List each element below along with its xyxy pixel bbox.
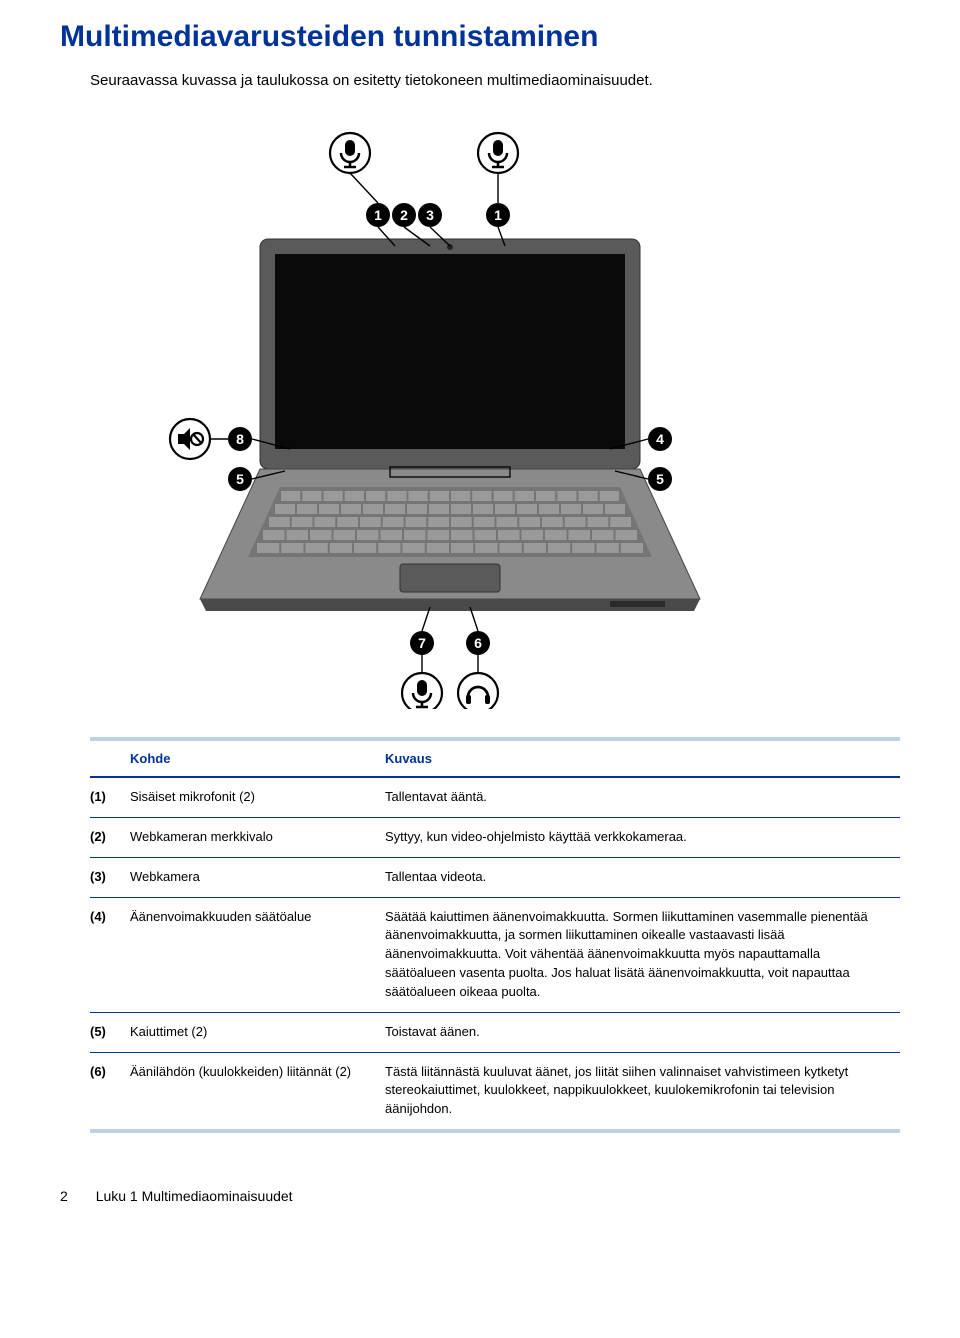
row-desc: Tallentaa videota. — [385, 857, 900, 897]
row-desc: Säätää kaiuttimen äänenvoimakkuutta. Sor… — [385, 897, 900, 1012]
svg-text:5: 5 — [236, 471, 244, 487]
intro-text: Seuraavassa kuvassa ja taulukossa on esi… — [90, 72, 900, 89]
table-row: (6)Äänilähdön (kuulokkeiden) liitännät (… — [90, 1052, 900, 1131]
row-name: Webkamera — [130, 857, 385, 897]
row-desc: Tästä liitännästä kuuluvat äänet, jos li… — [385, 1052, 900, 1131]
row-name: Äänilähdön (kuulokkeiden) liitännät (2) — [130, 1052, 385, 1131]
page-footer: 2 Luku 1 Multimediaominaisuudet — [60, 1188, 900, 1204]
svg-text:1: 1 — [494, 207, 502, 223]
page-number: 2 — [60, 1188, 68, 1204]
row-desc: Syttyy, kun video-ohjelmisto käyttää ver… — [385, 817, 900, 857]
svg-text:8: 8 — [236, 431, 244, 447]
row-num: (3) — [90, 857, 130, 897]
row-desc: Toistavat äänen. — [385, 1012, 900, 1052]
row-name: Äänenvoimakkuuden säätöalue — [130, 897, 385, 1012]
table-row: (2)Webkameran merkkivaloSyttyy, kun vide… — [90, 817, 900, 857]
table-row: (1)Sisäiset mikrofonit (2)Tallentavat ää… — [90, 777, 900, 817]
col-blank — [90, 739, 130, 777]
table-row: (4)Äänenvoimakkuuden säätöalueSäätää kai… — [90, 897, 900, 1012]
col-kuvaus: Kuvaus — [385, 739, 900, 777]
svg-text:3: 3 — [426, 207, 434, 223]
row-desc: Tallentavat ääntä. — [385, 777, 900, 817]
laptop-diagram: 1 2 3 1 8 5 4 5 7 6 — [90, 109, 900, 709]
row-name: Webkameran merkkivalo — [130, 817, 385, 857]
row-num: (6) — [90, 1052, 130, 1131]
table-header-row: Kohde Kuvaus — [90, 739, 900, 777]
table-row: (3)WebkameraTallentaa videota. — [90, 857, 900, 897]
chapter-label: Luku 1 Multimediaominaisuudet — [96, 1188, 293, 1204]
svg-text:6: 6 — [474, 635, 482, 651]
row-num: (5) — [90, 1012, 130, 1052]
svg-text:4: 4 — [656, 431, 664, 447]
svg-text:2: 2 — [400, 207, 408, 223]
row-num: (4) — [90, 897, 130, 1012]
svg-text:1: 1 — [374, 207, 382, 223]
table-row: (5)Kaiuttimet (2)Toistavat äänen. — [90, 1012, 900, 1052]
row-num: (2) — [90, 817, 130, 857]
page-heading: Multimediavarusteiden tunnistaminen — [60, 20, 900, 54]
svg-text:7: 7 — [418, 635, 426, 651]
row-name: Kaiuttimet (2) — [130, 1012, 385, 1052]
col-kohde: Kohde — [130, 739, 385, 777]
row-name: Sisäiset mikrofonit (2) — [130, 777, 385, 817]
row-num: (1) — [90, 777, 130, 817]
svg-text:5: 5 — [656, 471, 664, 487]
components-table: Kohde Kuvaus (1)Sisäiset mikrofonit (2)T… — [90, 737, 900, 1133]
